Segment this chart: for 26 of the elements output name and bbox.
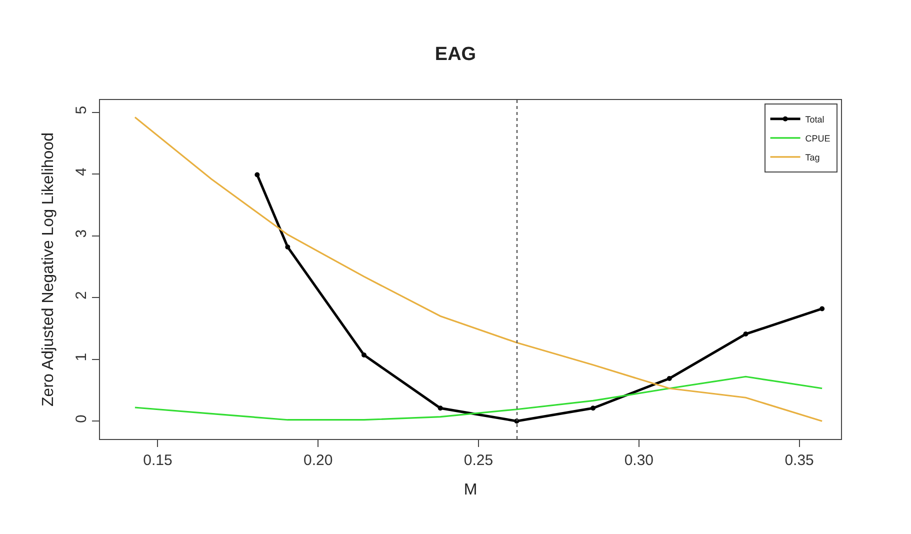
y-axis-title: Zero Adjusted Negative Log Likelihood bbox=[40, 132, 57, 406]
legend-label: Total bbox=[805, 114, 824, 124]
y-tick-label: 5 bbox=[73, 106, 90, 114]
y-tick-label: 4 bbox=[73, 168, 90, 176]
x-axis-title: M bbox=[464, 482, 478, 499]
point bbox=[743, 332, 748, 337]
point bbox=[438, 406, 443, 411]
legend-label: CPUE bbox=[805, 133, 830, 144]
legend-label: Tag bbox=[805, 152, 820, 162]
x-tick-label: 0.20 bbox=[304, 452, 333, 469]
y-tick-label: 2 bbox=[73, 291, 90, 300]
y-tick-label: 1 bbox=[73, 352, 90, 362]
y-tick-label: 0 bbox=[73, 414, 90, 424]
point bbox=[820, 306, 825, 312]
x-tick-label: 0.25 bbox=[464, 452, 494, 469]
x-tick-label: 0.35 bbox=[784, 452, 814, 469]
point bbox=[362, 352, 366, 358]
point bbox=[285, 244, 290, 250]
point bbox=[254, 172, 260, 178]
x-tick-label: 0.30 bbox=[624, 452, 654, 469]
x-tick-label: 0.15 bbox=[143, 452, 172, 469]
line-series bbox=[134, 376, 823, 421]
chart-title: EAG bbox=[434, 44, 476, 66]
point bbox=[590, 406, 596, 411]
point bbox=[666, 376, 672, 381]
y-tick-label: 3 bbox=[73, 229, 90, 238]
